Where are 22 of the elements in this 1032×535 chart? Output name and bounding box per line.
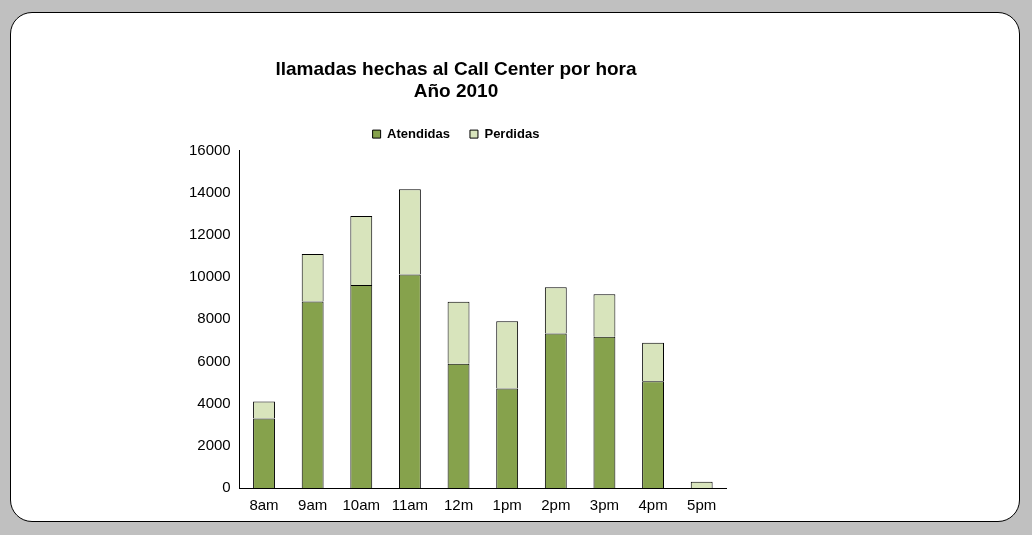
x-tick-label: 12m: [443, 496, 474, 514]
chart-title: llamadas hechas al Call Center por hora Año 2010: [275, 57, 637, 102]
x-tick-label: 3pm: [589, 496, 620, 514]
x-tick-label: 1pm: [492, 496, 522, 514]
x-tick-label: 8am: [249, 496, 279, 514]
y-tick-label: 6000: [197, 351, 231, 369]
x-tick-label: 2pm: [541, 496, 571, 514]
x-tick-label: 10am: [342, 496, 381, 514]
legend-label: Atendidas: [387, 125, 450, 141]
x-tick-label: 11am: [391, 496, 429, 514]
x-tick-label: 5pm: [687, 496, 717, 514]
x-tick-label: 9am: [298, 496, 328, 514]
y-tick-label: 14000: [188, 182, 231, 200]
y-tick-label: 2000: [197, 435, 231, 453]
legend-label: Perdidas: [484, 125, 540, 141]
y-tick-label: 8000: [197, 309, 231, 327]
x-tick-label: 4pm: [638, 496, 668, 514]
y-tick-label: 4000: [197, 393, 231, 411]
y-tick-label: 10000: [188, 267, 231, 285]
y-tick-label: 12000: [188, 225, 231, 243]
y-tick-label: 16000: [188, 140, 231, 158]
y-tick-label: 0: [222, 478, 231, 496]
